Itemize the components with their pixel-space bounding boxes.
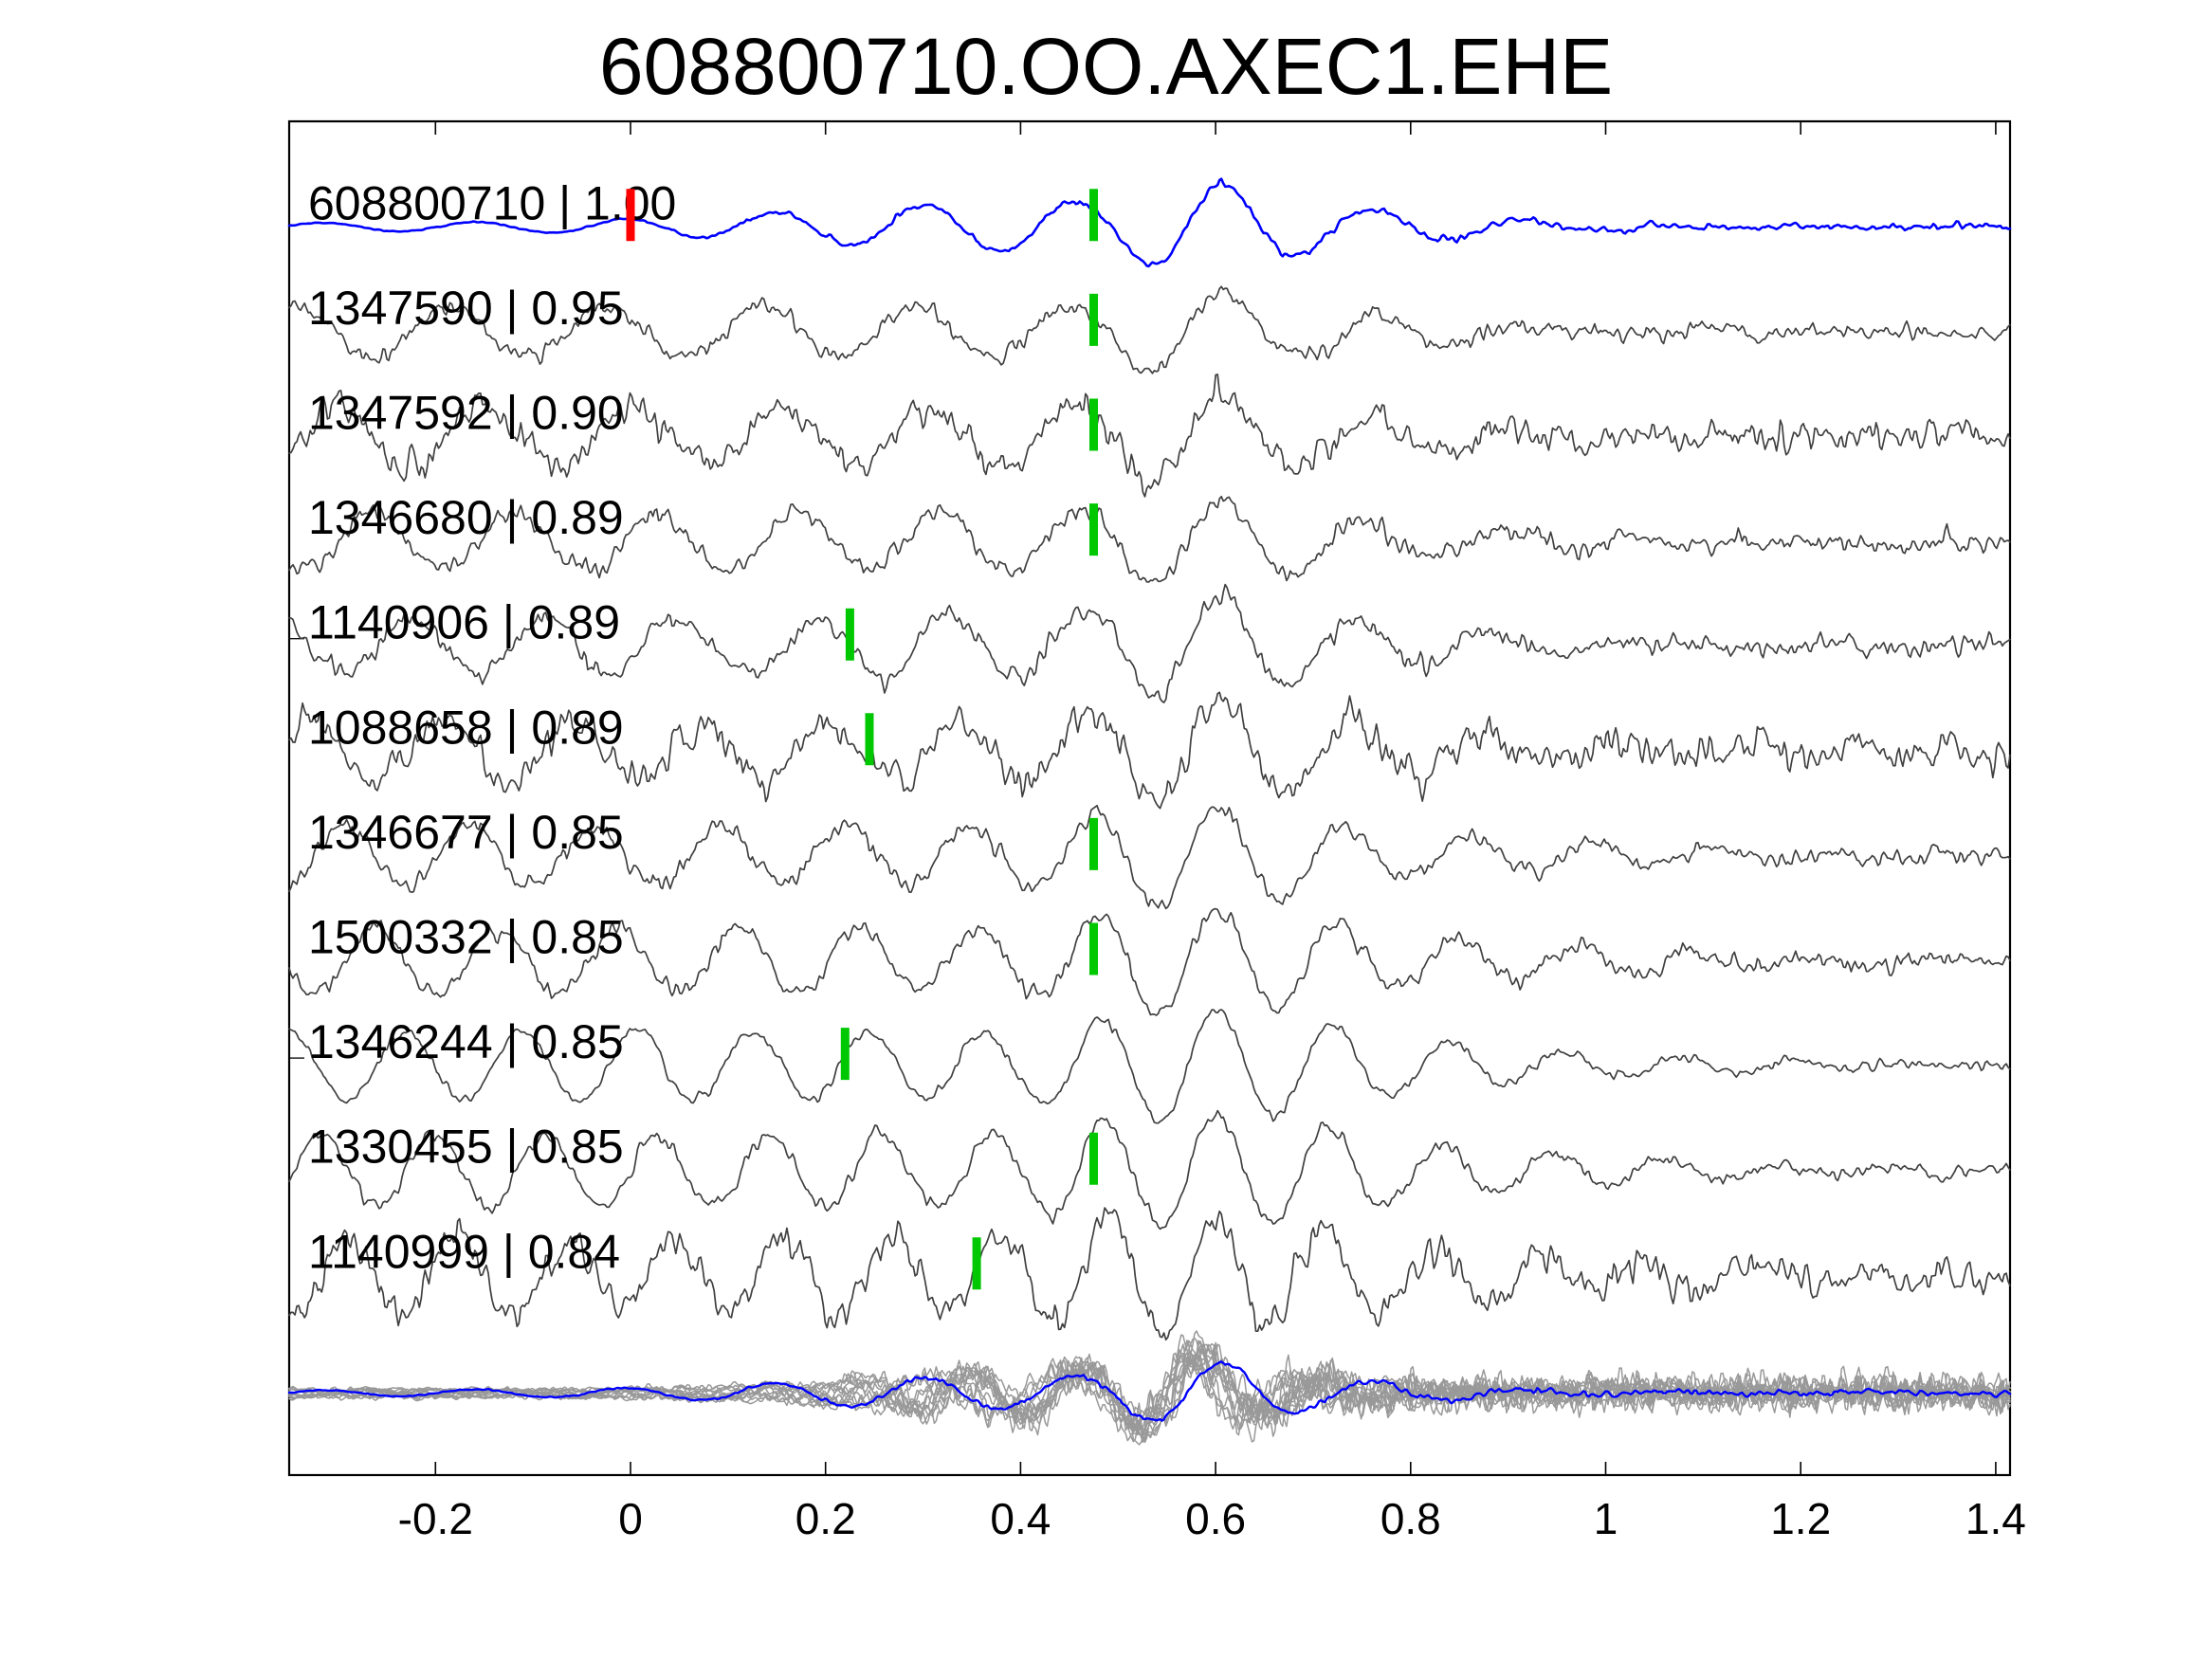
svg-text:608800710.OO.AXEC1.EHE: 608800710.OO.AXEC1.EHE xyxy=(599,22,1613,111)
svg-text:1.4: 1.4 xyxy=(1965,1494,2026,1543)
svg-text:1347590 | 0.95: 1347590 | 0.95 xyxy=(308,282,624,335)
svg-text:1346244 | 0.85: 1346244 | 0.85 xyxy=(308,1015,624,1068)
svg-text:1.2: 1.2 xyxy=(1770,1494,1831,1543)
svg-text:1: 1 xyxy=(1594,1494,1618,1543)
svg-text:608800710 | 1.00: 608800710 | 1.00 xyxy=(308,176,676,229)
svg-text:1330455 | 0.85: 1330455 | 0.85 xyxy=(308,1121,624,1174)
svg-text:1347592 | 0.90: 1347592 | 0.90 xyxy=(308,387,624,440)
svg-text:0.6: 0.6 xyxy=(1185,1494,1246,1543)
svg-text:1140999 | 0.84: 1140999 | 0.84 xyxy=(308,1225,620,1278)
svg-text:0.2: 0.2 xyxy=(795,1494,856,1543)
svg-text:0: 0 xyxy=(618,1494,643,1543)
svg-text:0.8: 0.8 xyxy=(1380,1494,1441,1543)
svg-text:1140906 | 0.89: 1140906 | 0.89 xyxy=(308,596,620,649)
svg-text:0.4: 0.4 xyxy=(990,1494,1051,1543)
svg-text:1346677 | 0.85: 1346677 | 0.85 xyxy=(308,806,624,859)
svg-text:1346680 | 0.89: 1346680 | 0.89 xyxy=(308,491,624,544)
svg-text:-0.2: -0.2 xyxy=(398,1494,473,1543)
svg-text:1088658 | 0.89: 1088658 | 0.89 xyxy=(308,701,624,754)
svg-text:1500332 | 0.85: 1500332 | 0.85 xyxy=(308,911,624,964)
